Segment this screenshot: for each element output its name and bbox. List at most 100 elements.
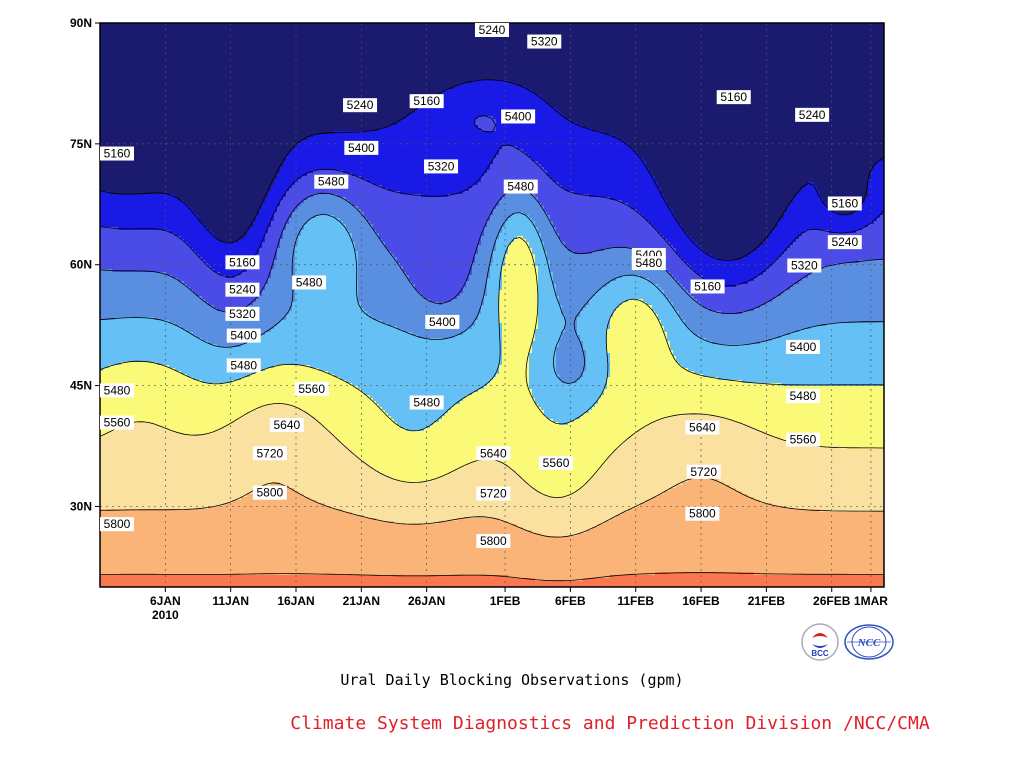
contour-band-cell	[100, 365, 110, 369]
contour-band-cell	[646, 500, 761, 504]
contour-label-text: 5240	[479, 23, 506, 37]
contour-band-cell	[487, 290, 500, 294]
contour-band-cell	[340, 440, 626, 444]
contour-band-cell	[508, 575, 611, 579]
contour-band-cell	[556, 368, 587, 372]
contour-label-text: 5160	[104, 147, 131, 161]
contour-band-cell	[604, 248, 638, 252]
contour-band-cell	[589, 299, 629, 303]
contour-band-cell	[517, 470, 599, 474]
contour-band-cell	[100, 149, 293, 153]
x-tick-label: 11JAN	[212, 594, 249, 608]
contour-band-cell	[550, 218, 647, 222]
contour-band-cell	[583, 485, 677, 489]
contour-band-cell	[562, 335, 581, 339]
contour-band-cell	[547, 251, 575, 255]
contour-band-cell	[523, 236, 542, 240]
contour-band-cell	[769, 233, 803, 237]
contour-label-bg	[409, 395, 444, 410]
contour-band-cell	[439, 521, 509, 525]
contour-band-cell	[679, 362, 884, 366]
contour-band-cell	[271, 482, 281, 486]
contour-band-cell	[538, 293, 557, 297]
contour-band-cell	[499, 311, 539, 315]
contour-band-cell	[100, 419, 239, 423]
contour-band-cell	[580, 416, 668, 420]
contour-band-cell	[772, 230, 806, 234]
contour-band-cell	[481, 311, 500, 315]
contour-label-text: 5560	[543, 456, 570, 470]
contour-band-cell	[109, 191, 269, 195]
contour-band-cell	[256, 254, 278, 258]
contour-band-cell	[379, 233, 485, 237]
contour-band-cell	[100, 113, 410, 117]
contour-band-cell	[685, 287, 791, 291]
contour-band-cell	[100, 347, 503, 351]
contour-band-cell	[670, 341, 713, 345]
contour-band-cell	[760, 341, 884, 345]
contour-label: 5240	[475, 23, 509, 37]
contour-band-cell	[538, 323, 566, 327]
contour-band-cell	[100, 407, 260, 411]
contour-band-cell	[286, 158, 494, 162]
contour-band-cell	[481, 176, 551, 180]
contour-band-cell	[100, 506, 209, 510]
contour-band-cell	[358, 299, 431, 303]
contour-band-cell	[262, 242, 281, 246]
contour-band-cell	[430, 425, 647, 429]
contour-band-cell	[295, 284, 359, 288]
contour-band-cell	[502, 344, 533, 348]
contour-band-cell	[595, 473, 884, 477]
contour-band-cell	[655, 257, 683, 261]
contour-band-cell	[532, 251, 548, 255]
contour-band-cell	[250, 266, 275, 270]
contour-band-cell	[556, 371, 584, 375]
contour-band-cell	[622, 512, 884, 516]
contour-band-cell	[466, 464, 509, 468]
contour-band-cell	[679, 311, 722, 315]
contour-band-cell	[877, 161, 884, 165]
contour-band-cell	[853, 212, 884, 216]
contour-band-cell	[430, 479, 527, 483]
contour-band-cell	[502, 338, 536, 342]
contour-band-cell	[277, 257, 296, 261]
contour-band-cell	[421, 194, 449, 198]
contour-band-cell	[100, 569, 884, 573]
contour-band-cell	[115, 428, 170, 432]
contour-label: 5160	[409, 94, 444, 109]
contour-band-cell	[487, 278, 503, 282]
contour-band-cell	[577, 326, 611, 330]
contour-band-cell	[154, 422, 233, 426]
contour-band-cell	[247, 413, 311, 417]
contour-band-cell	[121, 425, 164, 429]
contour-band-cell	[688, 233, 770, 237]
contour-band-cell	[100, 332, 194, 336]
contour-band-cell	[343, 509, 629, 513]
contour-band-cell	[502, 359, 530, 363]
contour-band-cell	[685, 230, 773, 234]
contour-band-cell	[526, 86, 884, 90]
contour-band-cell	[262, 245, 281, 249]
contour-label-bg	[475, 23, 509, 37]
contour-band-cell	[469, 188, 515, 192]
contour-band-cell	[784, 212, 839, 216]
contour-band-cell	[100, 293, 197, 297]
contour-band-cell	[547, 254, 650, 258]
contour-label: 5560	[294, 381, 329, 396]
contour-band-cell	[502, 230, 539, 234]
contour-band-cell	[256, 218, 275, 222]
contour-band-cell	[517, 146, 632, 150]
contour-band-cell	[184, 239, 221, 243]
ncc-logo-icon: NCC	[844, 624, 894, 660]
contour-band-cell	[565, 326, 578, 330]
ncc-logo-text: NCC	[857, 637, 881, 649]
contour-band-cell	[295, 209, 362, 213]
contour-band-cell	[775, 296, 884, 300]
contour-band-cell	[781, 293, 884, 297]
contour-band-cell	[190, 245, 263, 249]
bcc-logo: BCC	[800, 622, 840, 666]
contour-band-cell	[712, 254, 749, 258]
contour-band-cell	[754, 497, 884, 501]
contour-label-bg	[476, 486, 511, 501]
contour-band-cell	[550, 260, 659, 264]
